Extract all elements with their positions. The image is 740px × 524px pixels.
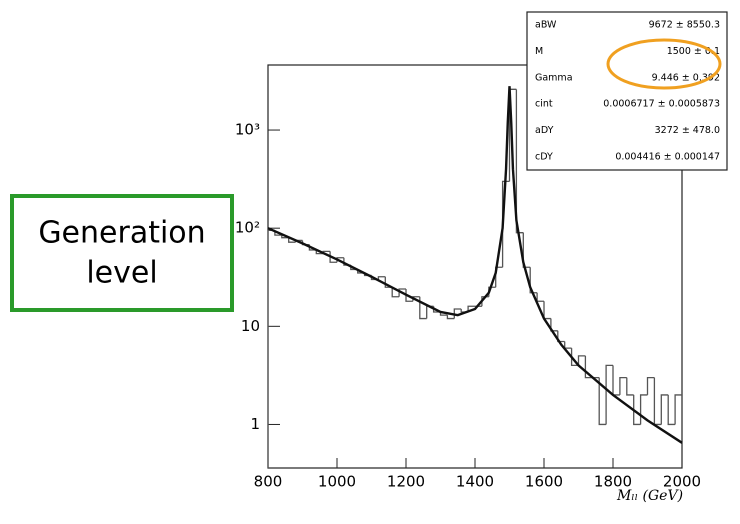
- histogram-bin: [281, 235, 289, 239]
- histogram-bin: [674, 394, 682, 425]
- histogram-bin: [501, 180, 510, 268]
- histogram-bin: [377, 276, 386, 280]
- x-tick-label: 1600: [525, 473, 563, 491]
- stats-value: 1500 ± 0.1: [667, 46, 720, 57]
- histogram-bin: [605, 364, 613, 425]
- stats-name: cint: [535, 99, 553, 110]
- histogram-bin: [315, 249, 324, 255]
- annotation-text: level: [86, 256, 157, 291]
- histogram-bin: [619, 376, 627, 395]
- stats-box: aBW 9672 ± 8550.3 M 1500 ± 0.1 Gamma 9.446 ± …: [526, 11, 728, 171]
- stats-value: 9.446 ± 0.392: [652, 72, 720, 83]
- histogram-bin: [633, 394, 641, 426]
- histogram-bin: [467, 305, 475, 312]
- histogram-bin: [646, 376, 655, 395]
- x-tick-label: 800: [254, 473, 283, 491]
- histogram-bin: [446, 315, 455, 320]
- histogram-bin: [405, 289, 413, 302]
- histogram-bin: [522, 232, 531, 268]
- histogram-bin: [660, 394, 669, 425]
- stats-value: 3272 ± 478.0: [655, 125, 720, 136]
- histogram-bin: [577, 355, 586, 366]
- fit-curve: [267, 86, 683, 444]
- histogram-bin: [667, 394, 676, 426]
- stats-name: Gamma: [535, 72, 573, 83]
- x-tick-label: 2000: [663, 473, 701, 491]
- histogram-bin: [598, 377, 607, 426]
- y-tick-label: 1: [250, 415, 260, 433]
- x-tick-label: 1200: [387, 473, 425, 491]
- highlight-ellipse: [606, 38, 722, 90]
- stats-value: 0.004416 ± 0.000147: [615, 151, 720, 162]
- stats-name: M: [535, 46, 543, 57]
- annotation-text: Generation: [38, 216, 205, 251]
- stats-name: aBW: [535, 20, 557, 31]
- stats-name: aDY: [535, 125, 554, 136]
- histogram-bin: [529, 267, 538, 294]
- x-tick-label: 1800: [594, 473, 632, 491]
- annotation-box: [10, 194, 234, 312]
- histogram-bin: [288, 237, 296, 243]
- histogram-bin: [570, 348, 579, 367]
- histogram-bin: [419, 296, 427, 320]
- histogram-bin: [626, 377, 634, 396]
- x-tick-label: 1400: [456, 473, 494, 491]
- histogram-bin: [398, 288, 406, 297]
- histogram-bin: [412, 296, 420, 302]
- y-tick-label: 10³: [235, 121, 260, 139]
- histogram-bin: [391, 287, 400, 298]
- x-axis-label: Mₗₗ (GeV): [616, 488, 683, 504]
- histogram-bin: [515, 89, 524, 234]
- stats-value: 0.0006717 ± 0.0005873: [603, 99, 720, 110]
- y-tick-label: 10: [241, 317, 260, 335]
- histogram-bin: [584, 355, 593, 379]
- stats-name: cDY: [535, 151, 553, 162]
- x-tick-label: 1000: [318, 473, 356, 491]
- stats-frame: [526, 11, 728, 171]
- y-tick-label: 10²: [235, 219, 260, 237]
- stats-value: 9672 ± 8550.3: [649, 20, 720, 31]
